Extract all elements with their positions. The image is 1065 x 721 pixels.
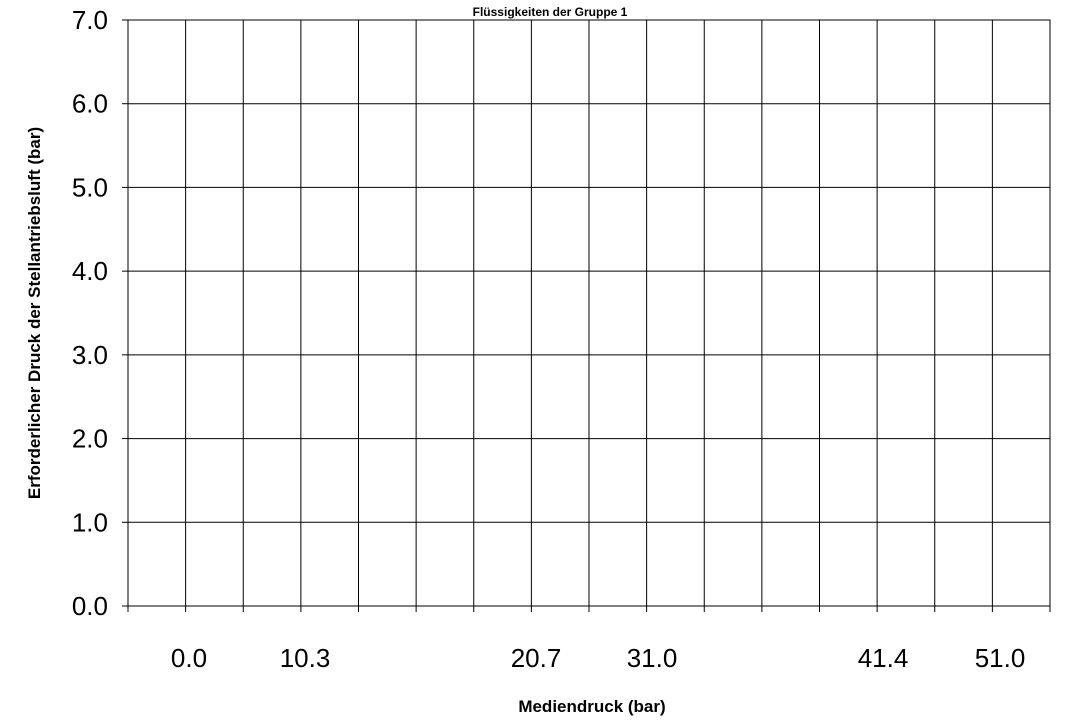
tick-labels: 0.0 1.0 2.0 3.0 4.0 5.0 6.0 7.0 0.0 10.3 20.7 31.0 4… bbox=[72, 5, 1025, 673]
y-tick-label: 1.0 bbox=[72, 507, 108, 537]
x-tick-label: 51.0 bbox=[975, 643, 1026, 673]
chart-title: Flüssigkeiten der Gruppe 1 bbox=[473, 5, 628, 19]
y-tick-label: 7.0 bbox=[72, 5, 108, 35]
x-tick-label: 20.7 bbox=[511, 643, 562, 673]
x-axis-title: Mediendruck (bar) bbox=[518, 697, 665, 716]
x-tick-label: 41.4 bbox=[858, 643, 909, 673]
y-tick-label: 2.0 bbox=[72, 424, 108, 454]
y-tick-label: 4.0 bbox=[72, 256, 108, 286]
y-tick-label: 0.0 bbox=[72, 591, 108, 621]
y-tick-label: 6.0 bbox=[72, 89, 108, 119]
y-tick-label: 5.0 bbox=[72, 172, 108, 202]
grid-lines bbox=[128, 20, 1050, 606]
x-tick-label: 10.3 bbox=[280, 643, 331, 673]
x-tick-label: 0.0 bbox=[171, 643, 207, 673]
x-tick-label: 31.0 bbox=[627, 643, 678, 673]
y-axis-title: Erforderlicher Druck der Stellantriebslu… bbox=[25, 127, 44, 499]
y-tick-label: 3.0 bbox=[72, 340, 108, 370]
axes bbox=[122, 19, 1051, 612]
